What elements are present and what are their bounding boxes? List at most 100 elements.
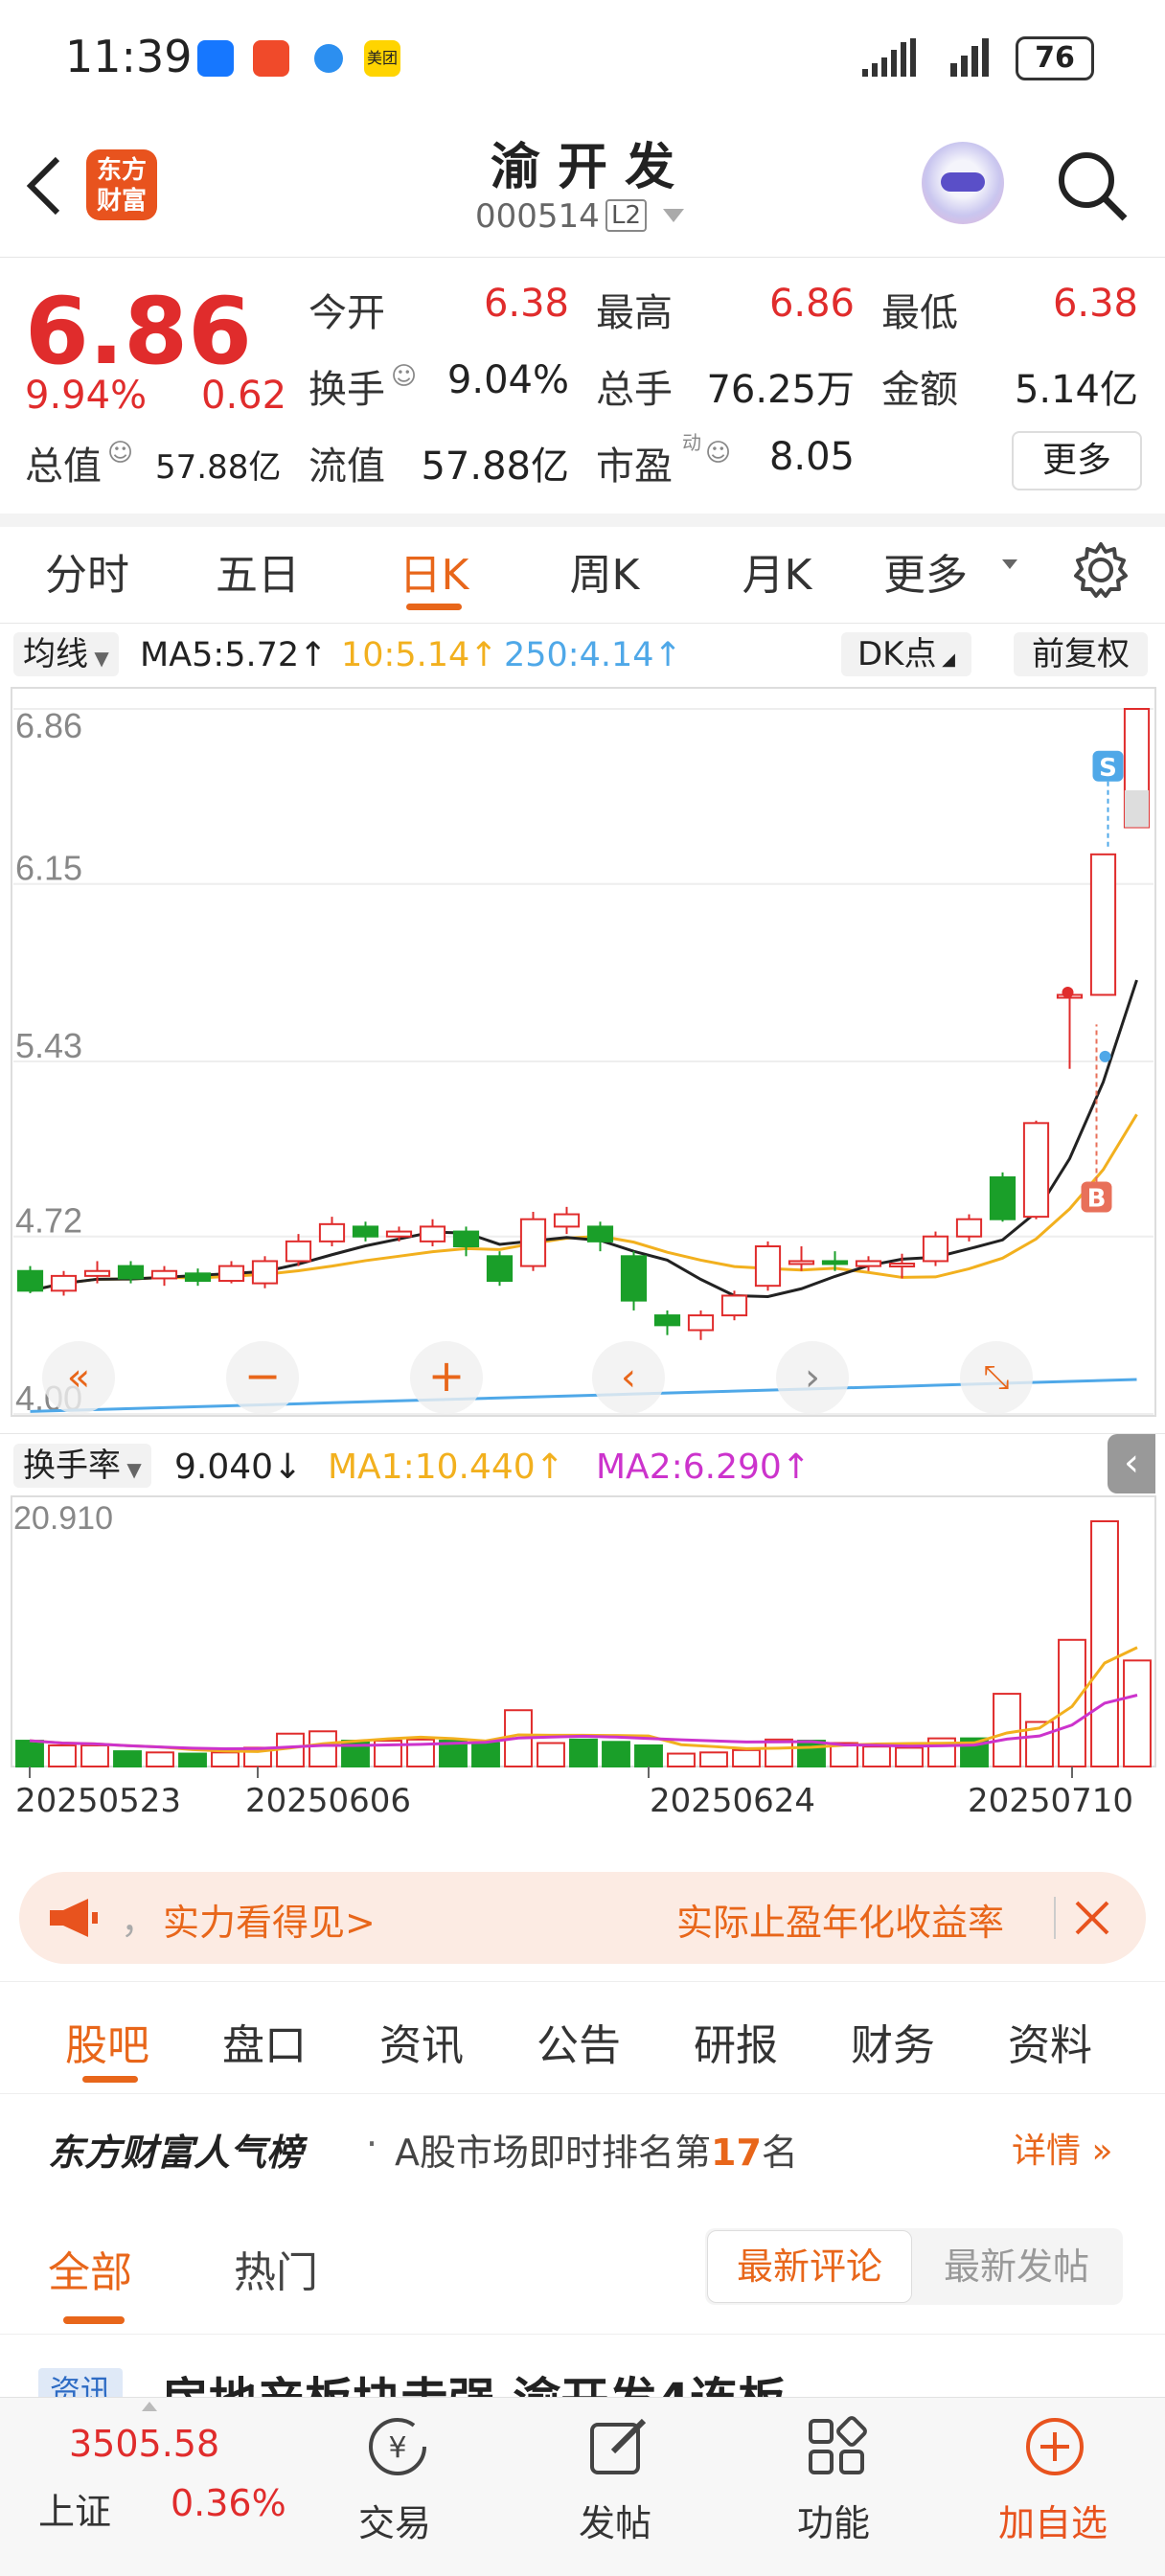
indicator-selector[interactable]: 换手率 ▼ <box>13 1444 151 1488</box>
turnover-bar <box>895 1746 924 1767</box>
dropdown-icon[interactable] <box>1002 559 1017 569</box>
popularity-row[interactable]: 东方财富人气榜 · A股市场即时排名第17名 详情 » <box>0 2092 1165 2200</box>
pe-label: 市盈 <box>596 445 673 489</box>
turnover-bar <box>1123 1659 1152 1767</box>
scroll-left-icon[interactable]: ‹ <box>592 1341 665 1414</box>
tab-more[interactable]: 更多 <box>883 551 968 600</box>
tab-monthly-k[interactable]: 月K <box>742 551 812 600</box>
turnover-bar <box>48 1744 77 1768</box>
date-label: 20250624 <box>650 1782 816 1820</box>
status-bar: 11:39 美团 76 <box>0 0 1165 115</box>
turnover-bar <box>862 1745 891 1767</box>
sort-toggle: 最新评论 最新发帖 <box>705 2228 1123 2305</box>
date-label: 20250523 <box>15 1782 182 1820</box>
candle-body <box>922 1235 949 1263</box>
open-label: 今开 <box>308 291 385 335</box>
nav-post[interactable]: 发帖 <box>565 2398 671 2551</box>
details-link[interactable]: 详情 » <box>1012 2131 1113 2171</box>
price-axis-label: 6.15 <box>15 849 82 888</box>
tab-announcements[interactable]: 公告 <box>537 2021 621 2070</box>
candlestick-chart[interactable]: 6.866.155.434.724.00SB <box>0 686 1165 1433</box>
info-icon[interactable]: ☺ <box>391 362 418 391</box>
turnover-bar <box>308 1730 337 1767</box>
candle-body <box>83 1269 111 1277</box>
turnover-ma1: MA1:10.440↑ <box>328 1448 564 1487</box>
tab-research[interactable]: 研报 <box>694 2021 778 2070</box>
info-icon[interactable]: ☺ <box>705 439 732 467</box>
bullet: · <box>366 2123 378 2165</box>
tab-hot[interactable]: 热门 <box>234 2248 318 2297</box>
sort-latest-comment[interactable]: 最新评论 <box>707 2230 912 2303</box>
promo-area: ， 实力看得见> 实际止盈年化收益率 <box>0 1853 1165 1981</box>
nav-functions[interactable]: 功能 <box>784 2398 889 2551</box>
index-quote[interactable]: 3505.58 上证 0.36% <box>0 2398 316 2576</box>
fullscreen-icon[interactable]: ⤡ <box>960 1341 1033 1414</box>
promo-banner[interactable]: ， 实力看得见> 实际止盈年化收益率 <box>19 1872 1146 1964</box>
megaphone-icon <box>50 1899 98 1937</box>
level2-badge[interactable]: L2 <box>605 199 648 232</box>
ma-type-selector[interactable]: 均线 ▼ <box>13 632 119 676</box>
search-icon[interactable] <box>1054 148 1131 224</box>
sort-latest-post[interactable]: 最新发帖 <box>943 2245 1089 2288</box>
news-teaser[interactable]: 资讯 房地产板块走强 渝开发4连板 <box>0 2334 1165 2397</box>
turnover-chart[interactable]: 20.910 <box>0 1494 1165 1782</box>
pe-value: 8.05 <box>768 435 855 479</box>
stock-code: 000514 <box>475 197 600 236</box>
turnover-bar <box>602 1741 630 1768</box>
promo-right-text[interactable]: 实际止盈年化收益率 <box>676 1902 1005 1944</box>
zoom-in-icon[interactable]: + <box>410 1341 483 1414</box>
ma10-line <box>30 1113 1138 1292</box>
price-axis-label: 4.72 <box>15 1201 82 1241</box>
dk-point-button[interactable]: DK点 ◢ <box>841 632 971 676</box>
dropdown-icon[interactable] <box>663 209 684 222</box>
candle-body <box>1022 1122 1050 1219</box>
index-change: 0.36% <box>171 2482 286 2524</box>
promo-left-text[interactable]: 实力看得见> <box>163 1902 376 1944</box>
robot-assistant-icon[interactable] <box>922 142 1004 224</box>
nav-trade[interactable]: ¥ 交易 <box>345 2398 450 2551</box>
nav-add-watchlist[interactable]: 加自选 <box>993 2398 1117 2551</box>
back-icon[interactable] <box>25 155 63 217</box>
candle-body <box>989 1175 1017 1220</box>
candle-body <box>720 1294 748 1317</box>
candle-body <box>888 1263 916 1268</box>
date-label: 20250710 <box>968 1782 1134 1820</box>
rewind-icon[interactable]: « <box>42 1341 115 1414</box>
tab-all[interactable]: 全部 <box>48 2248 132 2297</box>
amount-label: 金额 <box>881 368 958 412</box>
more-button[interactable]: 更多 <box>1012 431 1142 490</box>
zoom-out-icon[interactable]: − <box>226 1341 299 1414</box>
candle-body <box>251 1260 279 1285</box>
candle-body <box>50 1274 78 1292</box>
ma250-value: 250:4.14↑ <box>504 636 682 674</box>
quote-panel: 6.86 9.94% 0.62 总值 ☺ 57.88亿 今开 6.38 最高 6… <box>0 257 1165 527</box>
settings-gear-icon[interactable] <box>1071 540 1131 600</box>
tab-profile[interactable]: 资料 <box>1008 2021 1092 2070</box>
adjust-button[interactable]: 前复权 <box>1014 632 1148 676</box>
candle-body <box>788 1260 815 1265</box>
candle-body <box>620 1255 648 1302</box>
app-notification-icon <box>197 40 234 77</box>
tab-five-day[interactable]: 五日 <box>216 551 300 600</box>
index-name: 上证 <box>38 2491 112 2533</box>
scroll-right-icon[interactable]: › <box>776 1341 849 1414</box>
tab-weekly-k[interactable]: 周K <box>569 551 640 600</box>
turnover-bar <box>146 1751 174 1768</box>
buy-marker-label: B <box>1087 1185 1107 1214</box>
collapse-panel-icon[interactable]: ‹ <box>1108 1434 1155 1493</box>
eastmoney-logo[interactable]: 东方 财富 <box>86 149 157 220</box>
tab-daily-k[interactable]: 日K <box>399 551 469 600</box>
info-icon[interactable]: ☺ <box>107 439 134 467</box>
add-circle-icon <box>1026 2418 1084 2475</box>
active-tab-indicator <box>406 604 462 610</box>
tab-financials[interactable]: 财务 <box>851 2021 935 2070</box>
tab-intraday[interactable]: 分时 <box>45 551 129 600</box>
close-icon[interactable] <box>1073 1899 1111 1937</box>
chart-controls: « − + ‹ › ⤡ <box>0 1341 1165 1418</box>
collapse-icon <box>142 2402 157 2411</box>
candle-body <box>184 1272 212 1283</box>
tab-forum[interactable]: 股吧 <box>65 2021 149 2070</box>
tab-order-book[interactable]: 盘口 <box>222 2021 307 2070</box>
date-label: 20250606 <box>245 1782 412 1820</box>
tab-news[interactable]: 资讯 <box>379 2021 464 2070</box>
